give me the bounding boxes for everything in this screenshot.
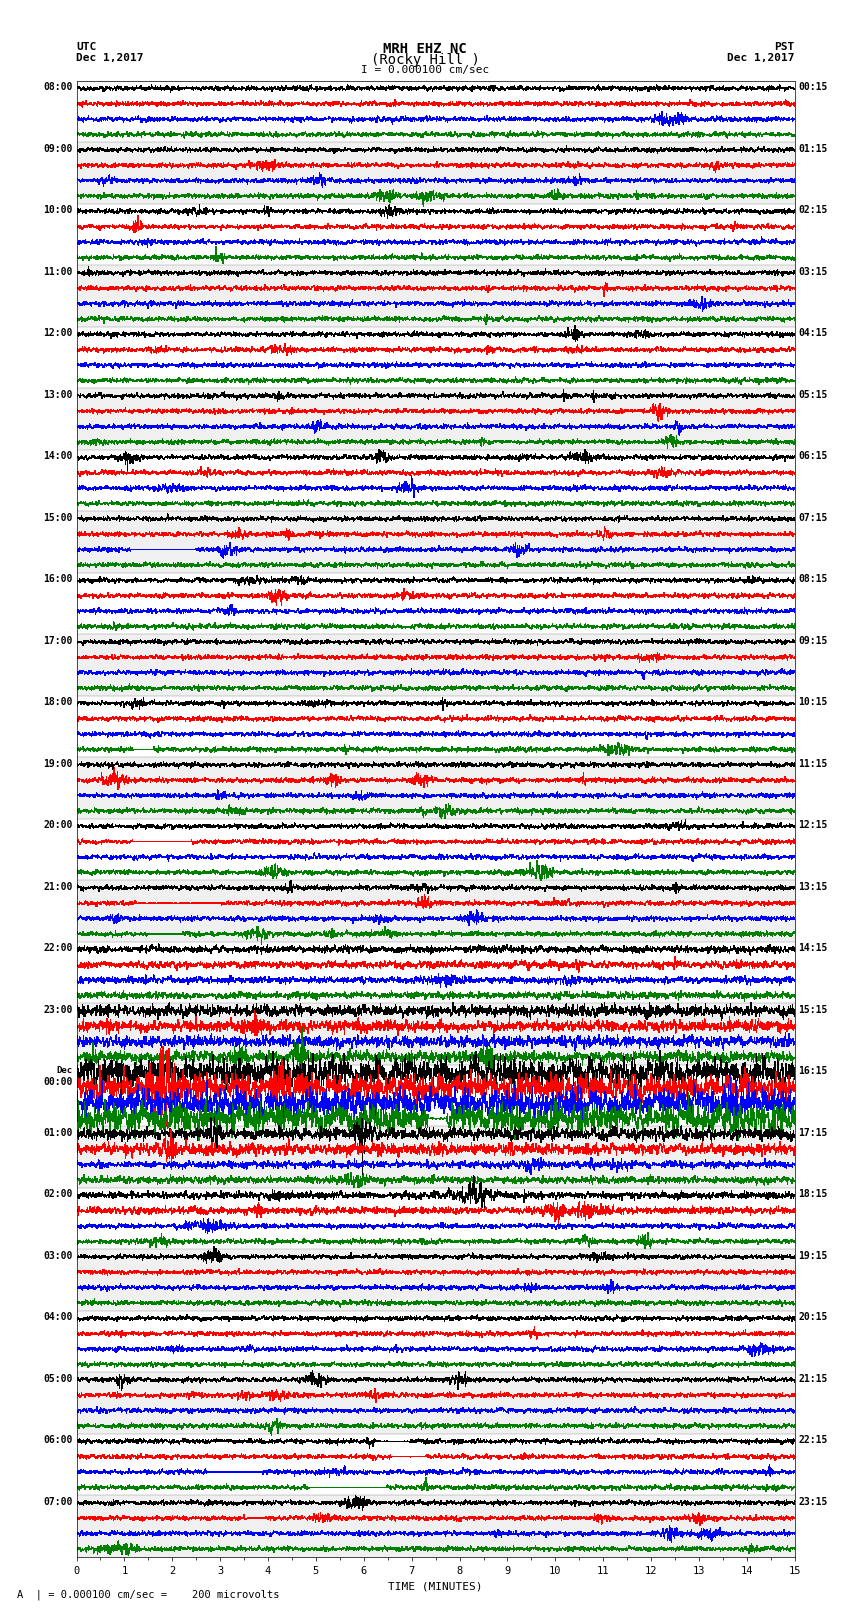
Bar xyxy=(76,573,795,634)
Text: 05:00: 05:00 xyxy=(43,1374,73,1384)
Text: 12:15: 12:15 xyxy=(798,819,828,831)
Text: 04:00: 04:00 xyxy=(43,1311,73,1323)
Text: 02:00: 02:00 xyxy=(43,1189,73,1198)
Bar xyxy=(76,756,795,819)
Text: 22:15: 22:15 xyxy=(798,1436,828,1445)
Text: 03:15: 03:15 xyxy=(798,266,828,277)
Bar xyxy=(76,695,795,756)
Bar xyxy=(76,881,795,942)
Bar xyxy=(76,942,795,1003)
Text: 12:00: 12:00 xyxy=(43,327,73,339)
Text: 10:00: 10:00 xyxy=(43,205,73,215)
Text: 06:15: 06:15 xyxy=(798,452,828,461)
Text: 03:00: 03:00 xyxy=(43,1250,73,1261)
Text: 09:00: 09:00 xyxy=(43,144,73,153)
Text: 20:00: 20:00 xyxy=(43,819,73,831)
Bar xyxy=(76,1248,795,1310)
Text: 01:15: 01:15 xyxy=(798,144,828,153)
Text: 11:00: 11:00 xyxy=(43,266,73,277)
Bar xyxy=(76,1495,795,1557)
Text: 16:15: 16:15 xyxy=(798,1066,828,1076)
Bar xyxy=(76,634,795,695)
Text: (Rocky Hill ): (Rocky Hill ) xyxy=(371,53,479,68)
Text: 14:15: 14:15 xyxy=(798,944,828,953)
Text: 14:00: 14:00 xyxy=(43,452,73,461)
Text: 21:15: 21:15 xyxy=(798,1374,828,1384)
Bar xyxy=(76,1187,795,1248)
Text: 13:15: 13:15 xyxy=(798,882,828,892)
Text: 07:00: 07:00 xyxy=(43,1497,73,1507)
Text: 23:00: 23:00 xyxy=(43,1005,73,1015)
Text: 23:15: 23:15 xyxy=(798,1497,828,1507)
Text: 15:00: 15:00 xyxy=(43,513,73,523)
Text: 19:15: 19:15 xyxy=(798,1250,828,1261)
Text: Dec 1,2017: Dec 1,2017 xyxy=(76,53,144,63)
Text: 06:00: 06:00 xyxy=(43,1436,73,1445)
Text: 13:00: 13:00 xyxy=(43,390,73,400)
Text: A  | = 0.000100 cm/sec =    200 microvolts: A | = 0.000100 cm/sec = 200 microvolts xyxy=(17,1589,280,1600)
Text: 11:15: 11:15 xyxy=(798,758,828,769)
Text: Dec: Dec xyxy=(57,1066,73,1076)
Text: 01:00: 01:00 xyxy=(43,1127,73,1137)
Text: 18:15: 18:15 xyxy=(798,1189,828,1198)
Text: Dec 1,2017: Dec 1,2017 xyxy=(728,53,795,63)
Text: 02:15: 02:15 xyxy=(798,205,828,215)
Bar xyxy=(76,450,795,511)
Bar xyxy=(76,81,795,142)
Text: 21:00: 21:00 xyxy=(43,882,73,892)
Text: 09:15: 09:15 xyxy=(798,636,828,645)
Bar xyxy=(76,326,795,389)
Text: 08:00: 08:00 xyxy=(43,82,73,92)
Text: 08:15: 08:15 xyxy=(798,574,828,584)
Text: 19:00: 19:00 xyxy=(43,758,73,769)
Text: 00:15: 00:15 xyxy=(798,82,828,92)
Bar xyxy=(76,265,795,326)
Text: 10:15: 10:15 xyxy=(798,697,828,706)
Text: 20:15: 20:15 xyxy=(798,1311,828,1323)
Bar xyxy=(76,203,795,265)
Text: 07:15: 07:15 xyxy=(798,513,828,523)
Text: 16:00: 16:00 xyxy=(43,574,73,584)
Bar xyxy=(76,511,795,573)
Bar xyxy=(76,389,795,450)
Text: 15:15: 15:15 xyxy=(798,1005,828,1015)
Text: 05:15: 05:15 xyxy=(798,390,828,400)
Bar xyxy=(76,1310,795,1373)
Text: I = 0.000100 cm/sec: I = 0.000100 cm/sec xyxy=(361,65,489,74)
Bar xyxy=(76,1373,795,1434)
Text: PST: PST xyxy=(774,42,795,52)
Text: 04:15: 04:15 xyxy=(798,327,828,339)
Bar xyxy=(76,818,795,881)
Bar xyxy=(76,1126,795,1187)
Bar xyxy=(76,142,795,203)
Text: UTC: UTC xyxy=(76,42,97,52)
Bar xyxy=(76,1434,795,1495)
Text: MRH EHZ NC: MRH EHZ NC xyxy=(383,42,467,56)
Bar xyxy=(76,1065,795,1126)
Bar xyxy=(76,1003,795,1065)
Text: 22:00: 22:00 xyxy=(43,944,73,953)
Text: 17:00: 17:00 xyxy=(43,636,73,645)
Text: 00:00: 00:00 xyxy=(43,1077,73,1087)
Text: 18:00: 18:00 xyxy=(43,697,73,706)
X-axis label: TIME (MINUTES): TIME (MINUTES) xyxy=(388,1581,483,1590)
Text: 17:15: 17:15 xyxy=(798,1127,828,1137)
